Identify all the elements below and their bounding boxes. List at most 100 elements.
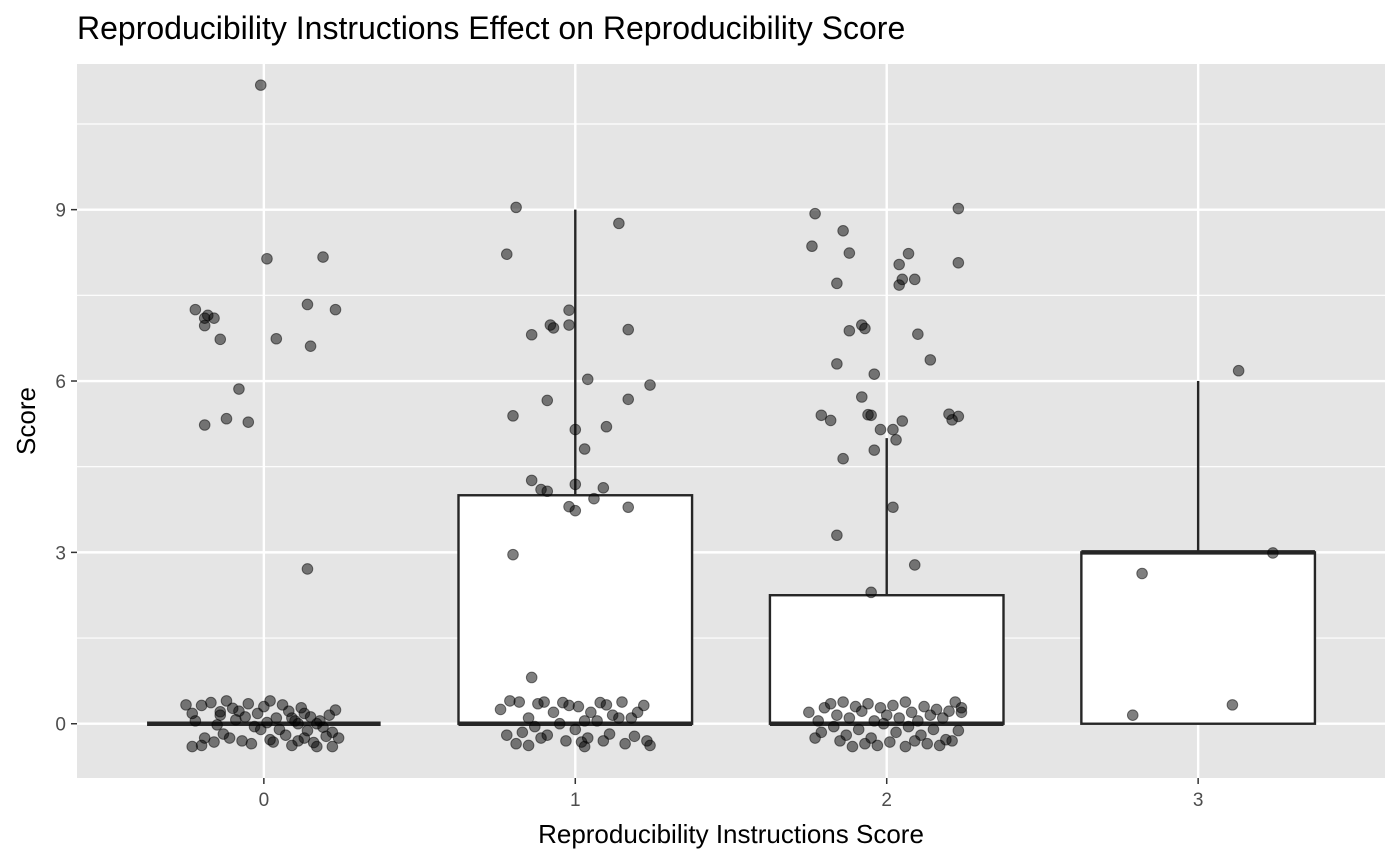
data-point [242,416,255,428]
y-tick-label: 6 [55,372,66,393]
data-point [500,729,513,741]
data-point [927,723,940,736]
data-point [572,700,585,713]
data-point [893,258,905,271]
data-point [868,444,881,456]
data-point [541,485,554,498]
data-point [806,240,818,253]
data-point [198,319,211,332]
data-point [560,735,572,747]
x-tick-label: 1 [570,790,581,811]
data-point [924,354,937,366]
data-point [1136,567,1148,580]
data-point [563,319,575,331]
data-point [613,217,625,230]
box-rect [768,594,1005,725]
data-point [887,699,899,712]
data-point [254,79,267,91]
data-point [837,224,849,237]
data-point [535,732,547,744]
data-point [930,703,943,716]
data-point [852,723,865,736]
data-point [326,740,339,753]
data-point [1232,364,1245,377]
data-point [815,409,828,422]
data-point [578,740,591,753]
data-point [843,247,856,259]
data-point [525,671,538,684]
data-point [831,709,843,721]
data-point [569,423,582,436]
data-point [547,322,560,334]
data-point [946,735,958,747]
y-tick-label: 0 [55,715,66,736]
box-rect [457,494,694,725]
y-axis-title: Score [11,387,41,455]
data-point [189,715,202,727]
data-point [952,256,965,269]
data-point [1126,709,1139,721]
data-point [809,207,821,220]
data-point [868,368,881,380]
data-point [261,252,273,265]
data-point [899,740,912,753]
data-point [874,423,887,436]
data-point [311,740,323,753]
data-point [812,715,825,727]
data-point [859,322,871,335]
data-point [279,729,292,741]
data-point [846,740,859,753]
data-point [585,706,597,719]
data-point [877,717,890,730]
data-point [952,202,965,215]
data-point [946,414,958,426]
data-point [286,739,298,752]
data-point [933,739,946,752]
data-point [513,696,526,708]
data-point [597,735,610,747]
y-axis-ticks: 0 3 6 9 [55,201,77,736]
data-point [856,391,868,403]
data-point [831,277,843,290]
data-point [887,501,899,514]
data-point [189,303,202,316]
data-point [902,247,915,260]
data-point [211,719,223,731]
data-point [622,393,635,406]
data-point [522,739,535,752]
data-point [314,715,326,727]
data-point [884,736,896,748]
data-point [329,303,342,316]
data-point [893,712,905,724]
data-point [908,273,921,286]
data-point [569,504,582,517]
data-point [507,410,519,422]
data-point [837,452,849,465]
y-tick-label: 3 [55,543,66,564]
data-point [220,695,233,707]
data-point [874,701,887,714]
data-point [952,724,965,737]
data-point [613,712,625,724]
chart-title: Reproducibility Instructions Effect on R… [77,10,905,46]
x-axis-ticks: 0 1 2 3 [259,778,1203,811]
data-point [843,712,856,724]
data-point [267,736,280,748]
data-point [214,333,227,346]
data-point [1226,699,1239,711]
y-tick-label: 9 [55,201,66,222]
data-point [824,697,837,710]
data-point [233,383,245,395]
data-point [547,706,560,719]
data-point [529,720,541,733]
data-point [292,717,304,730]
data-point [270,332,283,345]
data-point [588,492,600,505]
data-point [896,415,909,427]
data-point [865,409,877,422]
box-rect [1080,551,1317,725]
data-point [553,717,566,730]
data-point [912,328,924,340]
data-point [905,706,918,719]
data-point [214,705,227,718]
